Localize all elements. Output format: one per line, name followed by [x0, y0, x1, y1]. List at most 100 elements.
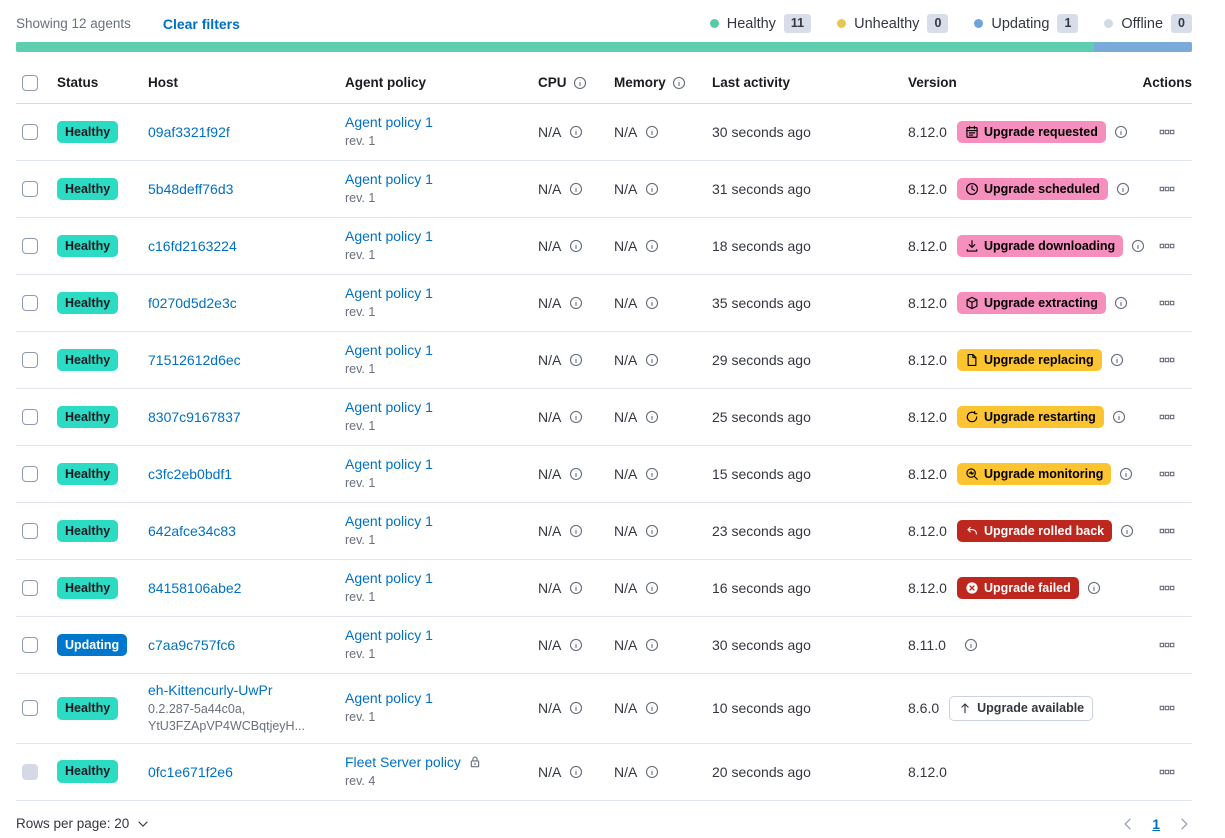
info-icon[interactable]: [569, 182, 583, 196]
page-number-button[interactable]: 1: [1152, 815, 1160, 832]
actions-menu-icon[interactable]: [1159, 466, 1175, 482]
host-link[interactable]: c16fd2163224: [148, 238, 237, 254]
info-icon[interactable]: [573, 76, 587, 90]
info-icon[interactable]: [569, 125, 583, 139]
info-icon[interactable]: [569, 765, 583, 779]
info-icon[interactable]: [569, 638, 583, 652]
agent-policy-link[interactable]: Agent policy 1: [345, 228, 433, 245]
actions-menu-icon[interactable]: [1159, 409, 1175, 425]
info-icon[interactable]: [645, 581, 659, 595]
row-checkbox[interactable]: [22, 181, 38, 197]
agent-policy-link[interactable]: Agent policy 1: [345, 171, 433, 188]
previous-page-icon[interactable]: [1120, 816, 1136, 832]
agent-policy-link[interactable]: Agent policy 1: [345, 456, 433, 473]
agent-policy-link[interactable]: Agent policy 1: [345, 342, 433, 359]
info-icon[interactable]: [569, 467, 583, 481]
legend-item-unhealthy[interactable]: Unhealthy 0: [837, 14, 949, 33]
host-link[interactable]: c7aa9c757fc6: [148, 637, 236, 653]
info-icon[interactable]: [645, 353, 659, 367]
info-icon[interactable]: [645, 296, 659, 310]
agent-policy-link[interactable]: Agent policy 1: [345, 690, 433, 707]
actions-menu-icon[interactable]: [1159, 700, 1175, 716]
info-icon[interactable]: [645, 524, 659, 538]
info-icon[interactable]: [672, 76, 686, 90]
policy-revision: rev. 1: [345, 362, 376, 377]
upgrade-status-badge: Upgrade restarting: [956, 405, 1104, 429]
info-icon[interactable]: [1116, 182, 1130, 196]
info-icon[interactable]: [569, 701, 583, 715]
row-checkbox[interactable]: [22, 466, 38, 482]
row-checkbox[interactable]: [22, 637, 38, 653]
agent-policy-link[interactable]: Agent policy 1: [345, 285, 433, 302]
next-page-icon[interactable]: [1176, 816, 1192, 832]
host-link[interactable]: c3fc2eb0bdf1: [148, 466, 233, 482]
actions-menu-icon[interactable]: [1159, 580, 1175, 596]
package-icon: [965, 296, 979, 310]
actions-menu-icon[interactable]: [1159, 637, 1175, 653]
info-icon[interactable]: [1120, 524, 1134, 538]
row-checkbox[interactable]: [22, 409, 38, 425]
row-checkbox[interactable]: [22, 238, 38, 254]
info-icon[interactable]: [645, 467, 659, 481]
host-link[interactable]: f0270d5d2e3c: [148, 295, 237, 311]
host-link[interactable]: 71512612d6ec: [148, 352, 241, 368]
actions-menu-icon[interactable]: [1159, 238, 1175, 254]
legend-item-updating[interactable]: Updating 1: [974, 14, 1079, 33]
actions-menu-icon[interactable]: [1159, 764, 1175, 780]
agent-policy-link[interactable]: Agent policy 1: [345, 399, 433, 416]
agent-policy-link[interactable]: Fleet Server policy: [345, 753, 461, 770]
info-icon[interactable]: [569, 524, 583, 538]
info-icon[interactable]: [1112, 410, 1126, 424]
host-link[interactable]: 0fc1e671f2e6: [148, 763, 233, 780]
host-link[interactable]: eh-Kittencurly-UwPr: [148, 682, 273, 698]
info-icon[interactable]: [1114, 125, 1128, 139]
info-icon[interactable]: [645, 239, 659, 253]
agent-policy-link[interactable]: Agent policy 1: [345, 114, 433, 131]
actions-menu-icon[interactable]: [1159, 124, 1175, 140]
info-icon[interactable]: [1131, 239, 1145, 253]
agent-policy-link[interactable]: Agent policy 1: [345, 627, 433, 644]
last-activity-value: 15 seconds ago: [712, 466, 811, 482]
info-icon[interactable]: [569, 239, 583, 253]
info-icon[interactable]: [645, 638, 659, 652]
row-checkbox[interactable]: [22, 295, 38, 311]
host-link[interactable]: 8307c9167837: [148, 409, 241, 425]
info-icon[interactable]: [569, 296, 583, 310]
select-all-checkbox[interactable]: [22, 74, 38, 91]
row-checkbox[interactable]: [22, 580, 38, 596]
info-icon[interactable]: [645, 125, 659, 139]
info-icon[interactable]: [569, 581, 583, 595]
info-icon[interactable]: [1114, 296, 1128, 310]
row-checkbox[interactable]: [22, 763, 38, 780]
actions-menu-icon[interactable]: [1159, 295, 1175, 311]
info-icon[interactable]: [569, 353, 583, 367]
legend-label: Healthy: [726, 15, 776, 32]
agent-policy-link[interactable]: Agent policy 1: [345, 570, 433, 587]
clear-filters-link[interactable]: Clear filters: [162, 15, 240, 32]
agent-policy-link[interactable]: Agent policy 1: [345, 513, 433, 530]
row-checkbox[interactable]: [22, 700, 38, 717]
host-link[interactable]: 84158106abe2: [148, 580, 242, 596]
info-icon[interactable]: [645, 410, 659, 424]
legend-count-badge: 0: [927, 14, 949, 33]
info-icon[interactable]: [645, 765, 659, 779]
info-icon[interactable]: [1119, 467, 1133, 481]
row-checkbox[interactable]: [22, 523, 38, 539]
row-checkbox[interactable]: [22, 352, 38, 368]
host-link[interactable]: 5b48deff76d3: [148, 181, 234, 197]
info-icon[interactable]: [1087, 581, 1101, 595]
host-link[interactable]: 642afce34c83: [148, 523, 236, 539]
info-icon[interactable]: [645, 701, 659, 715]
info-icon[interactable]: [569, 410, 583, 424]
actions-menu-icon[interactable]: [1159, 181, 1175, 197]
legend-item-healthy[interactable]: Healthy 11: [709, 14, 812, 33]
host-link[interactable]: 09af3321f92f: [148, 124, 230, 140]
legend-item-offline[interactable]: Offline 0: [1104, 14, 1192, 33]
info-icon[interactable]: [964, 638, 978, 652]
actions-menu-icon[interactable]: [1159, 523, 1175, 539]
info-icon[interactable]: [645, 182, 659, 196]
actions-menu-icon[interactable]: [1159, 352, 1175, 368]
info-icon[interactable]: [1110, 353, 1124, 367]
row-checkbox[interactable]: [22, 124, 38, 140]
rows-per-page-selector[interactable]: Rows per page: 20: [16, 816, 150, 831]
